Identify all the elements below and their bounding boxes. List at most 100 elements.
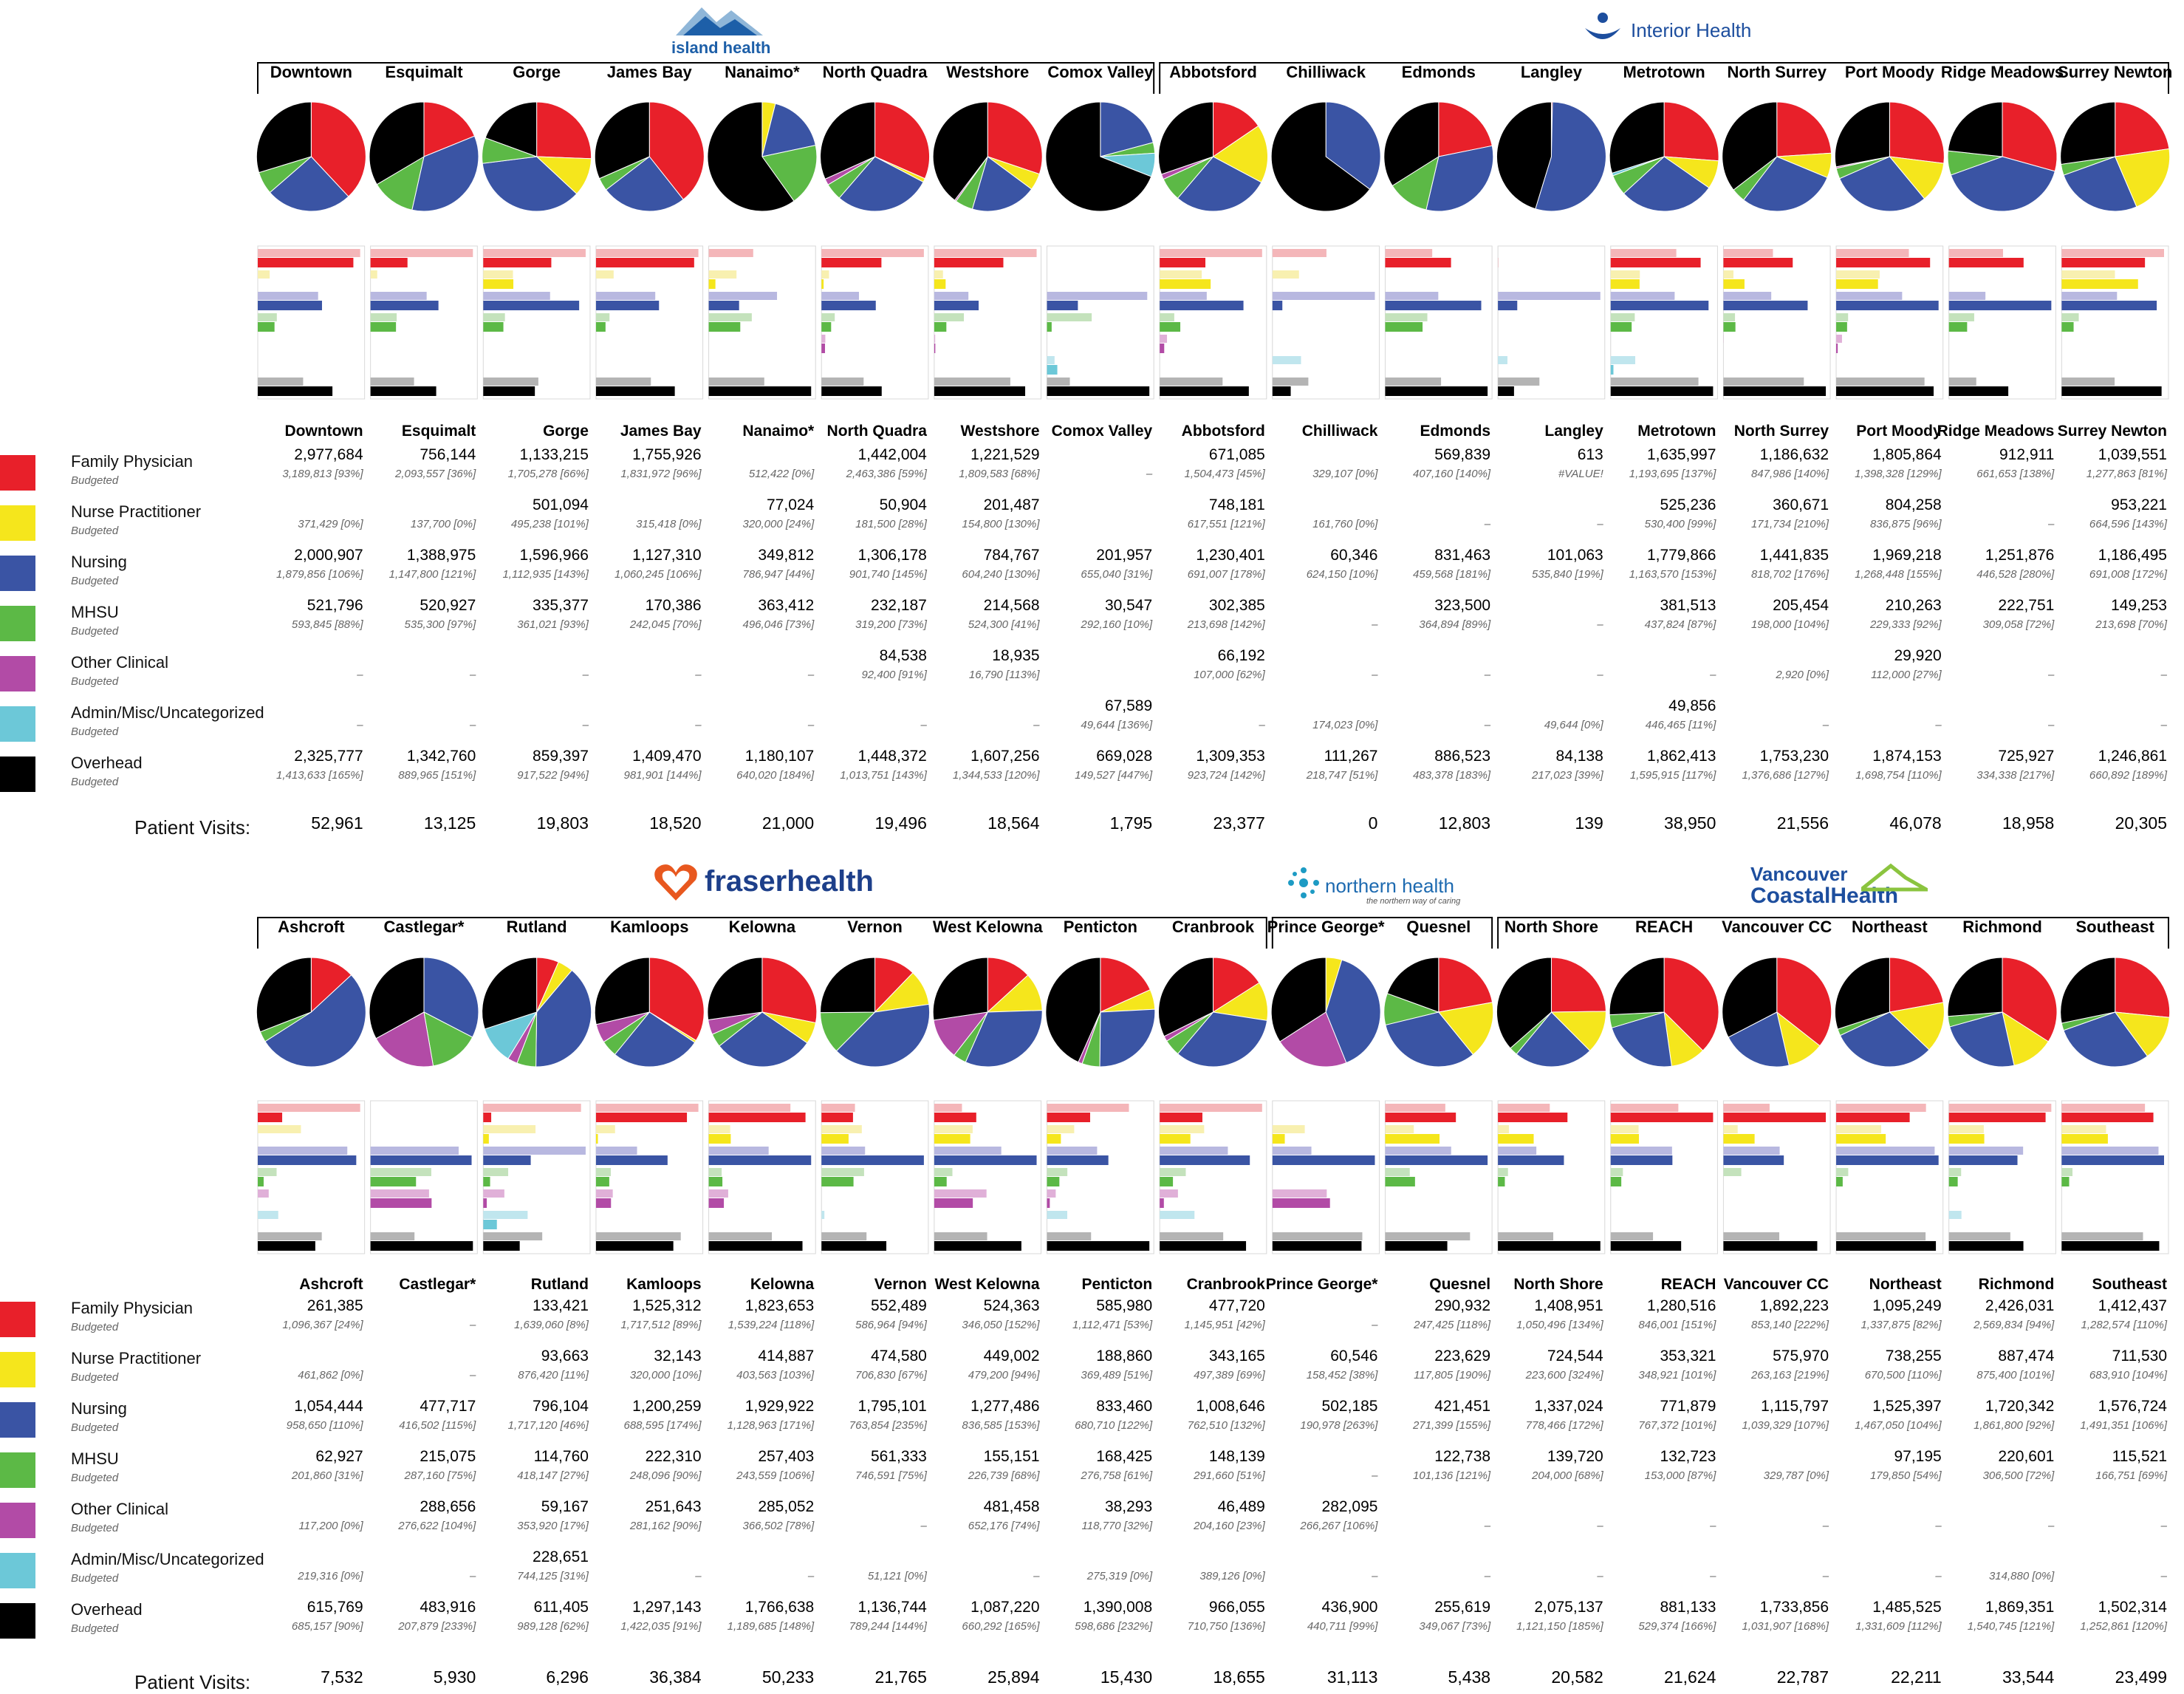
actual-bar-penticton-overhead: [1047, 1241, 1150, 1251]
budget-bar-north-surrey-mhsu: [1723, 313, 1735, 321]
cell-budget-esquimalt-overhead: 889,965 [151%]: [398, 769, 476, 782]
cell-budget-edmonds-admin: –: [1484, 719, 1491, 731]
pie-slice-port-moody-overhead: [1835, 102, 1889, 167]
cell-budget-metrotown-other_clinical: –: [1709, 669, 1716, 681]
actual-bar-abbotsford-family_physician: [1160, 258, 1205, 267]
cell-budget-northeast-nurse_practitioner: 670,500 [110%]: [1865, 1369, 1942, 1382]
budget-bar-cranbrook-mhsu: [1160, 1168, 1185, 1176]
legend-swatch: [0, 1503, 35, 1538]
actual-bar-north-surrey-nurse_practitioner: [1723, 279, 1745, 289]
budget-bar-comox-valley-overhead: [1047, 378, 1070, 386]
patient-visits-quesnel: 5,438: [1448, 1667, 1491, 1687]
budget-bar-edmonds-mhsu: [1385, 313, 1427, 321]
cell-budget-west-kelowna-other_clinical: 652,176 [74%]: [968, 1520, 1041, 1532]
cell-budget-ashcroft-overhead: 685,157 [90%]: [292, 1620, 364, 1633]
actual-bar-esquimalt-nursing: [371, 301, 439, 310]
actual-bar-james-bay-nursing: [596, 301, 659, 310]
site-header-castlegar: Castlegar*: [384, 918, 465, 936]
cell-budget-downtown-nursing: 1,879,856 [106%]: [276, 568, 363, 581]
cell-value-richmond-overhead: 1,869,351: [1985, 1599, 2054, 1616]
cell-budget-north-quadra-other_clinical: 92,400 [91%]: [861, 669, 927, 681]
budget-bar-reach-mhsu: [1611, 1168, 1623, 1176]
cell-value-port-moody-family_physician: 1,805,864: [1872, 446, 1942, 463]
budget-bar-abbotsford-nursing: [1160, 292, 1207, 300]
budget-bar-downtown-mhsu: [258, 313, 277, 321]
bar-panel-reach: [1611, 1101, 1718, 1254]
legend-sublabel: Budgeted: [71, 1321, 118, 1333]
cell-value-metrotown-overhead: 1,862,413: [1647, 748, 1716, 765]
cell-value-surrey-newton-family_physician: 1,039,551: [2098, 446, 2167, 463]
cell-budget-edmonds-overhead: 483,378 [183%]: [1413, 769, 1491, 782]
cell-budget-surrey-newton-other_clinical: –: [2160, 669, 2168, 681]
budget-bar-richmond-overhead: [1949, 1232, 2010, 1240]
patient-visits-james-bay: 18,520: [649, 813, 701, 833]
table-header-richmond: Richmond: [1979, 1276, 2055, 1293]
patient-visits-esquimalt: 13,125: [424, 813, 476, 833]
cell-value-quesnel-nurse_practitioner: 223,629: [1434, 1348, 1490, 1365]
actual-bar-port-moody-other_clinical: [1836, 344, 1838, 353]
cell-value-gorge-overhead: 859,397: [533, 748, 589, 765]
cell-budget-castlegar-other_clinical: 276,622 [104%]: [397, 1520, 476, 1532]
budget-bar-prince-george-nursing: [1273, 1147, 1312, 1155]
cell-budget-metrotown-admin: 446,465 [11%]: [1646, 719, 1716, 731]
actual-bar-cranbrook-mhsu: [1160, 1177, 1173, 1186]
region-bracket-1-2: [1498, 918, 2168, 949]
actual-bar-edmonds-overhead: [1385, 386, 1488, 396]
site-header-ashcroft: Ashcroft: [278, 918, 345, 936]
cell-budget-james-bay-mhsu: 242,045 [70%]: [629, 618, 702, 631]
cell-value-quesnel-nursing: 421,451: [1434, 1398, 1490, 1415]
cell-value-nanaimo-nursing: 349,812: [758, 547, 814, 564]
budget-bar-edmonds-overhead: [1385, 378, 1441, 386]
cell-value-prince-george-overhead: 436,900: [1322, 1599, 1378, 1616]
cell-budget-edmonds-nursing: 459,568 [181%]: [1413, 568, 1491, 581]
budget-bar-quesnel-nursing: [1385, 1147, 1451, 1155]
cell-budget-port-moody-overhead: 1,698,754 [110%]: [1855, 769, 1942, 782]
cell-value-rutland-family_physician: 133,421: [533, 1297, 589, 1314]
actual-bar-westshore-other_clinical: [934, 344, 935, 353]
actual-bar-penticton-mhsu: [1047, 1177, 1060, 1186]
cell-value-surrey-newton-nursing: 1,186,495: [2098, 547, 2167, 564]
site-header-surrey-newton: Surrey Newton: [2058, 63, 2172, 81]
budget-bar-langley-nursing: [1498, 292, 1601, 300]
budget-bar-gorge-overhead: [483, 378, 538, 386]
budget-bar-north-quadra-other_clinical: [821, 335, 825, 343]
actual-bar-gorge-nurse_practitioner: [483, 279, 513, 289]
cell-value-southeast-overhead: 1,502,314: [2098, 1599, 2168, 1616]
actual-bar-north-quadra-other_clinical: [821, 344, 825, 353]
cell-budget-penticton-admin: 275,319 [0%]: [1086, 1570, 1153, 1582]
budget-bar-northeast-nurse_practitioner: [1836, 1125, 1881, 1133]
cell-value-edmonds-nursing: 831,463: [1434, 547, 1490, 564]
actual-bar-abbotsford-nurse_practitioner: [1160, 279, 1211, 289]
bar-panel-northeast: [1836, 1101, 1943, 1254]
actual-bar-richmond-mhsu: [1949, 1177, 1958, 1186]
cell-value-kamloops-overhead: 1,297,143: [632, 1599, 701, 1616]
cell-value-comox-valley-mhsu: 30,547: [1105, 597, 1152, 614]
cell-value-vernon-family_physician: 552,489: [871, 1297, 927, 1314]
cell-budget-gorge-other_clinical: –: [582, 669, 589, 681]
cell-budget-vancouver-cc-mhsu: 329,787 [0%]: [1764, 1469, 1829, 1482]
cell-value-quesnel-family_physician: 290,932: [1434, 1297, 1490, 1314]
legend-label: Overhead: [71, 754, 143, 773]
bar-panel-southeast: [2061, 1101, 2168, 1254]
actual-bar-nanaimo-nurse_practitioner: [709, 279, 716, 289]
budget-bar-ridge-meadows-nursing: [1949, 292, 1985, 300]
budget-bar-north-surrey-nurse_practitioner: [1723, 270, 1733, 279]
actual-bar-kelowna-nursing: [709, 1155, 812, 1165]
patient-visits-nanaimo: 21,000: [762, 813, 814, 833]
cell-budget-gorge-overhead: 917,522 [94%]: [517, 769, 589, 782]
budget-bar-downtown-nurse_practitioner: [258, 270, 270, 279]
cell-budget-prince-george-nurse_practitioner: 158,452 [38%]: [1307, 1369, 1379, 1382]
cell-budget-comox-valley-admin: 49,644 [136%]: [1081, 719, 1153, 731]
cell-budget-nanaimo-nurse_practitioner: 320,000 [24%]: [742, 518, 815, 530]
budget-bar-richmond-nurse_practitioner: [1949, 1125, 1984, 1133]
cell-budget-west-kelowna-nurse_practitioner: 479,200 [94%]: [968, 1369, 1041, 1382]
actual-bar-vancouver-cc-nurse_practitioner: [1723, 1134, 1754, 1144]
budget-bar-surrey-newton-overhead: [2061, 378, 2115, 386]
budget-bar-westshore-nurse_practitioner: [934, 270, 943, 279]
cell-budget-westshore-mhsu: 524,300 [41%]: [968, 618, 1041, 631]
budget-bar-reach-nurse_practitioner: [1611, 1125, 1639, 1133]
cell-value-port-moody-nurse_practitioner: 804,258: [1886, 496, 1942, 513]
actual-bar-southeast-family_physician: [2061, 1113, 2153, 1122]
actual-bar-comox-valley-admin: [1047, 365, 1058, 375]
